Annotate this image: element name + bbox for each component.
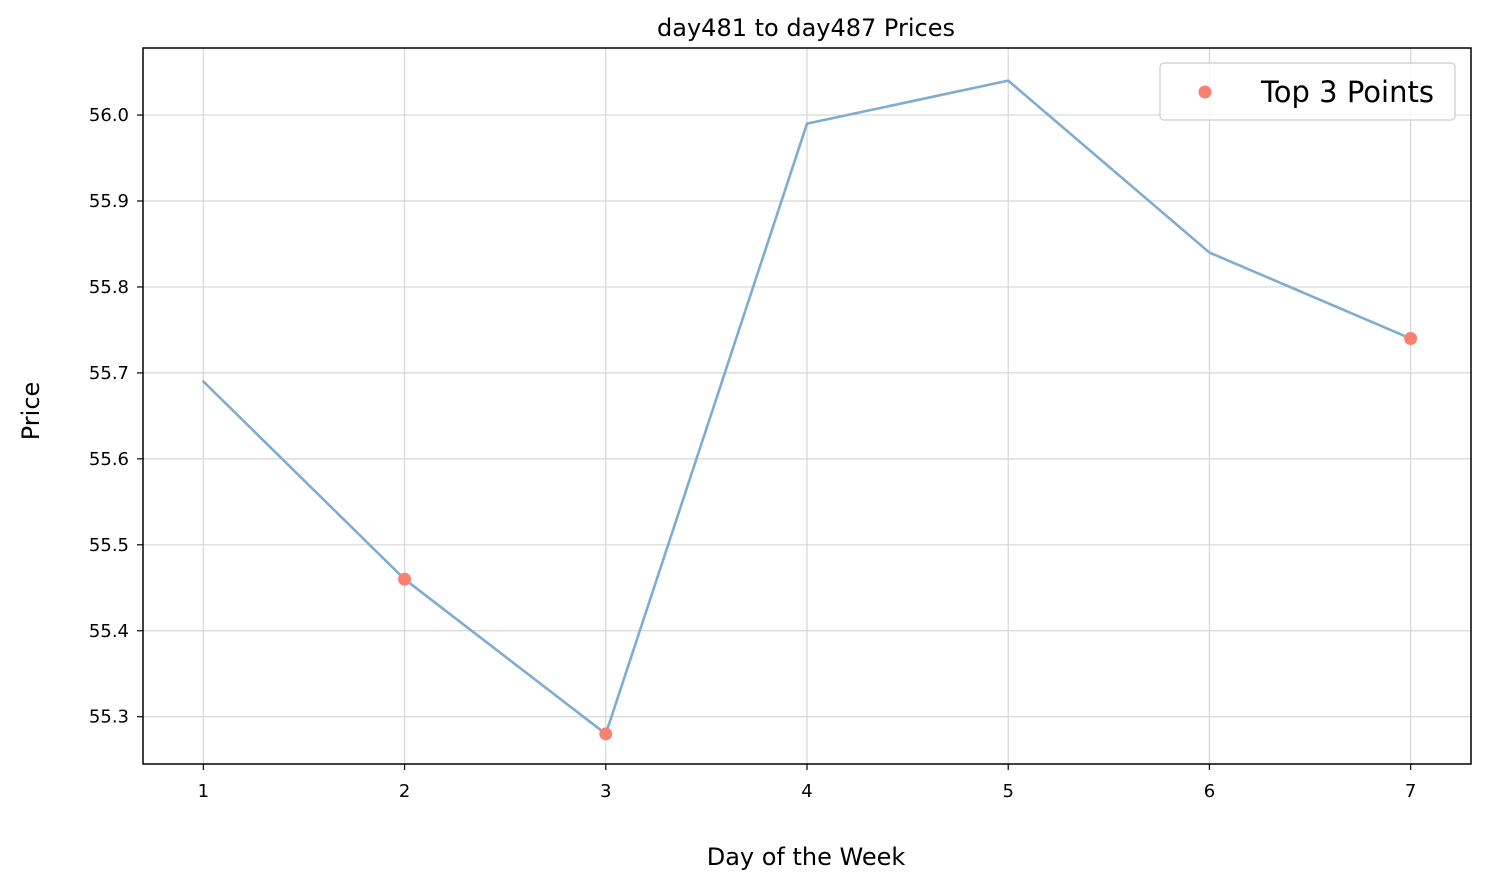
x-axis-label: Day of the Week — [707, 843, 906, 871]
legend-label-top-3-points: Top 3 Points — [1260, 75, 1434, 109]
y-tick-label: 55.9 — [89, 191, 129, 212]
x-tick-label: 4 — [801, 781, 812, 802]
x-tick-label: 3 — [600, 781, 611, 802]
y-tick-label: 55.6 — [89, 449, 129, 470]
grid-lines — [143, 48, 1471, 764]
y-tick-label: 55.7 — [89, 363, 129, 384]
x-tick-label: 2 — [399, 781, 410, 802]
x-tick-label: 1 — [198, 781, 209, 802]
y-tick-label: 55.8 — [89, 277, 129, 298]
x-tick-label: 7 — [1405, 781, 1416, 802]
chart-title: day481 to day487 Prices — [657, 14, 955, 42]
axis-ticks: 1 2 3 4 5 6 7 55.3 55.4 55.5 55.6 55.7 55.8 55.9 56.0 — [89, 105, 1416, 802]
top-point-marker — [599, 727, 613, 741]
legend-marker-top-3-points — [1198, 85, 1212, 99]
plot-series — [202, 79, 1418, 741]
y-axis-label: Price — [17, 382, 45, 441]
legend-box — [1159, 62, 1456, 121]
x-tick-label: 5 — [1002, 781, 1013, 802]
y-tick-label: 55.4 — [89, 621, 129, 642]
x-tick-label: 6 — [1204, 781, 1215, 802]
top-point-marker — [398, 572, 412, 586]
y-tick-label: 55.5 — [89, 535, 129, 556]
y-tick-label: 55.3 — [89, 707, 129, 728]
legend: Top 3 Points — [1159, 62, 1456, 121]
top-point-marker — [1404, 332, 1418, 346]
y-tick-label: 56.0 — [89, 105, 129, 126]
